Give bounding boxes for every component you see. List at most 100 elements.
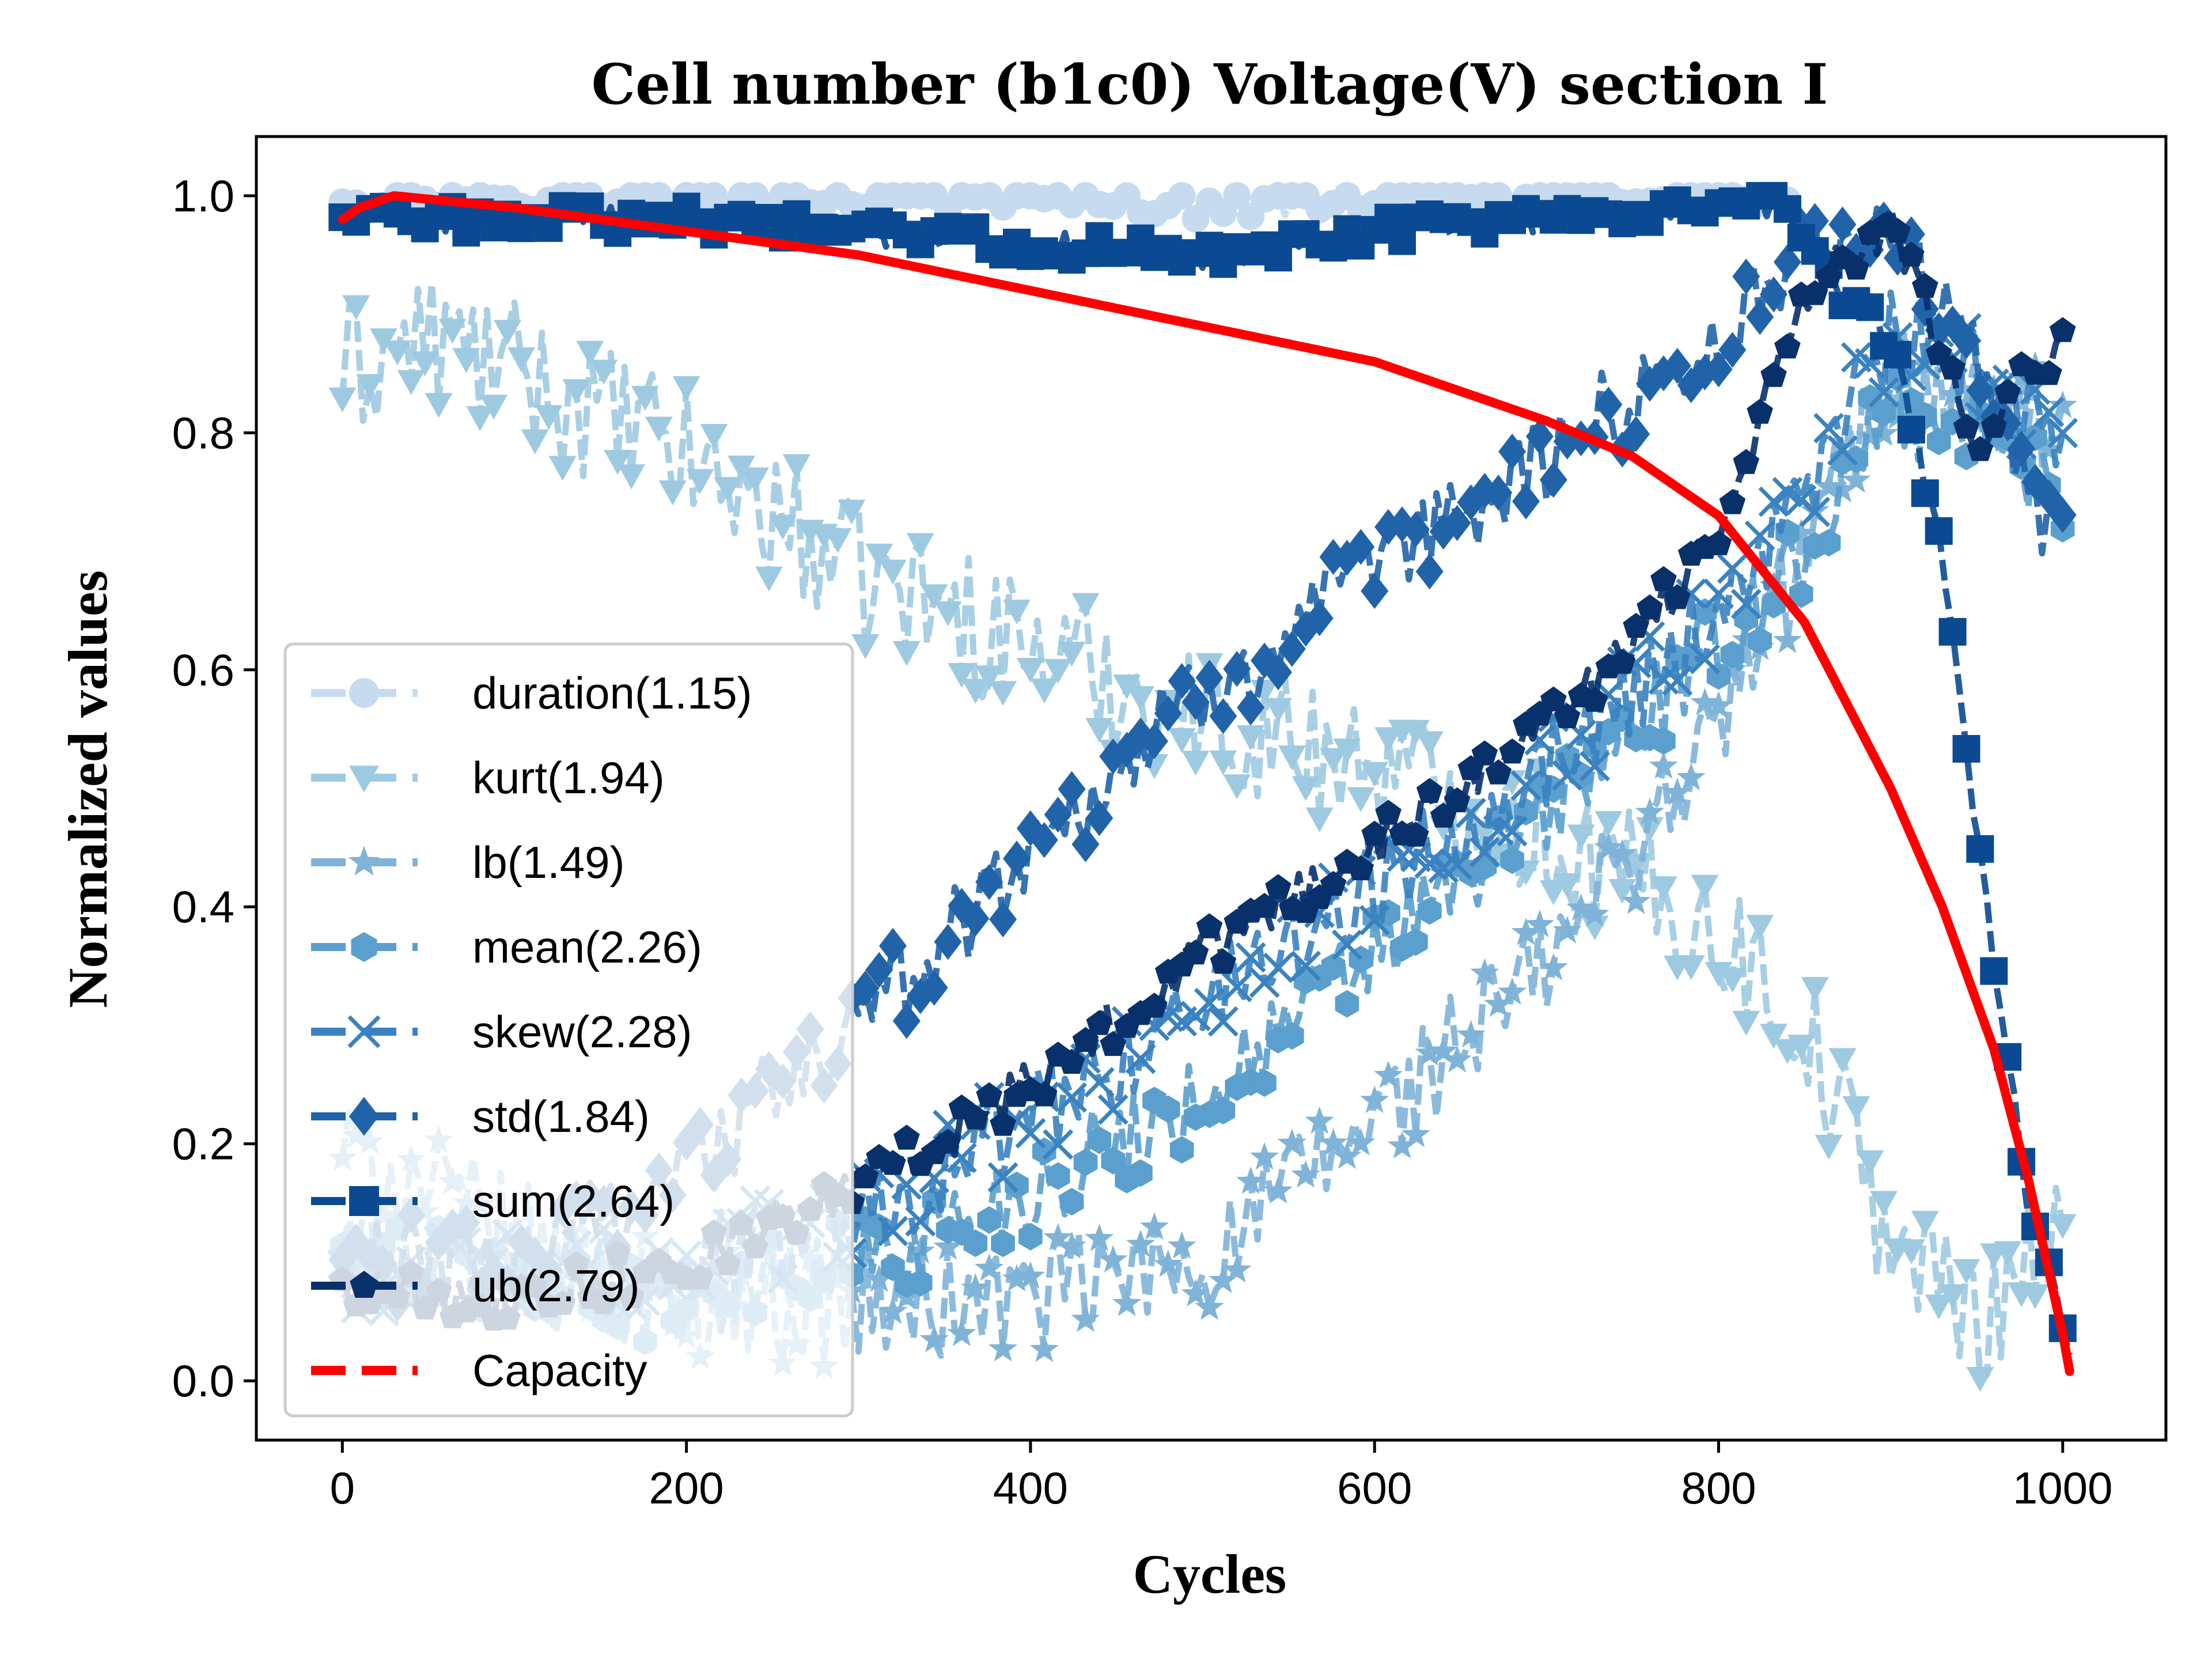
data-point (1374, 727, 1403, 752)
data-point (1429, 513, 1457, 550)
data-point (1484, 475, 1513, 511)
data-point (961, 679, 990, 704)
data-point (1498, 977, 1527, 1005)
data-point (1649, 751, 1679, 779)
data-point (1760, 362, 1787, 387)
data-point (1938, 1284, 1967, 1309)
data-point (1510, 770, 1541, 801)
data-point (865, 1264, 894, 1292)
data-point (1994, 378, 2021, 404)
data-point (1278, 631, 1306, 667)
data-point (1744, 520, 1775, 551)
data-point (658, 480, 687, 506)
data-point (851, 634, 880, 660)
data-point (1719, 489, 1746, 514)
data-point (1952, 734, 1980, 763)
data-point (1005, 1171, 1029, 1199)
data-point (851, 1238, 880, 1266)
data-point (934, 601, 962, 627)
data-point (1980, 412, 2008, 438)
data-point (865, 952, 893, 988)
data-point (370, 328, 397, 354)
data-point (1733, 449, 1760, 474)
data-point (962, 1104, 989, 1130)
data-point (1856, 1150, 1884, 1176)
legend-label: ub(2.79) (472, 1260, 640, 1311)
data-point (908, 1268, 933, 1297)
data-point (1690, 643, 1721, 675)
data-point (1828, 1048, 1857, 1073)
data-point (1016, 658, 1044, 683)
data-point (1650, 566, 1677, 592)
data-point (1652, 727, 1676, 755)
data-point (1883, 402, 1912, 429)
data-point (1609, 649, 1636, 674)
data-point (1760, 1024, 1788, 1049)
data-point (990, 1111, 1016, 1136)
data-point (1649, 355, 1677, 392)
data-point (1417, 897, 1442, 925)
data-point (686, 469, 714, 494)
y-tick-label: 0.0 (172, 1355, 234, 1406)
legend-item-0: duration(1.15) (311, 668, 752, 718)
data-point (877, 1215, 908, 1247)
data-point (1194, 987, 1225, 1018)
data-point (1897, 1239, 1925, 1264)
legend-item-7: ub(2.79) (311, 1260, 640, 1311)
data-point (1347, 529, 1375, 565)
data-point (1966, 372, 1994, 408)
data-point (1153, 1249, 1183, 1277)
data-point (879, 927, 907, 964)
data-point (1855, 421, 1885, 449)
legend-item-5: std(1.84) (311, 1091, 650, 1142)
data-point (961, 900, 990, 937)
data-point (1540, 686, 1567, 712)
data-point (1786, 518, 1816, 546)
data-point (768, 514, 797, 540)
data-point (1443, 505, 1471, 541)
data-point (1925, 312, 1953, 349)
data-point (1539, 880, 1567, 906)
capacity-line (338, 191, 2074, 1376)
data-point (989, 681, 1017, 706)
data-point (1608, 878, 1637, 904)
data-point (1842, 465, 1871, 493)
data-point (1884, 218, 1911, 243)
data-point (728, 455, 756, 481)
data-point (714, 477, 742, 502)
data-point (881, 1253, 905, 1282)
data-point (548, 456, 577, 481)
legend-label: lb(1.49) (472, 837, 624, 888)
data-point (1237, 725, 1265, 751)
data-point (438, 319, 467, 344)
data-point (328, 387, 357, 412)
data-point (1415, 553, 1444, 590)
data-point (1360, 1085, 1389, 1113)
data-point (1375, 800, 1402, 825)
data-point (1335, 990, 1359, 1018)
data-point (1071, 593, 1100, 618)
legend-marker (351, 932, 377, 962)
data-point (1319, 1128, 1348, 1156)
y-tick-label: 0.8 (172, 407, 234, 458)
legend-item-4: skew(2.28) (311, 1006, 692, 1057)
data-point (1444, 787, 1471, 813)
data-point (1387, 1131, 1417, 1159)
data-point (2021, 464, 2050, 500)
data-point (838, 499, 866, 525)
data-point (1471, 740, 1498, 766)
data-point (1828, 475, 1857, 503)
legend-marker (347, 1015, 381, 1048)
data-point (397, 370, 425, 395)
data-point (1032, 1137, 1056, 1165)
data-point (1321, 953, 1346, 981)
data-point (934, 1128, 961, 1154)
data-point (1223, 651, 1251, 687)
data-point (1058, 641, 1086, 667)
data-point (1085, 1224, 1114, 1252)
data-point (1787, 1035, 1815, 1060)
data-point (1291, 776, 1320, 801)
data-point (383, 340, 411, 366)
data-point (948, 662, 976, 688)
legend-marker (349, 1097, 379, 1136)
